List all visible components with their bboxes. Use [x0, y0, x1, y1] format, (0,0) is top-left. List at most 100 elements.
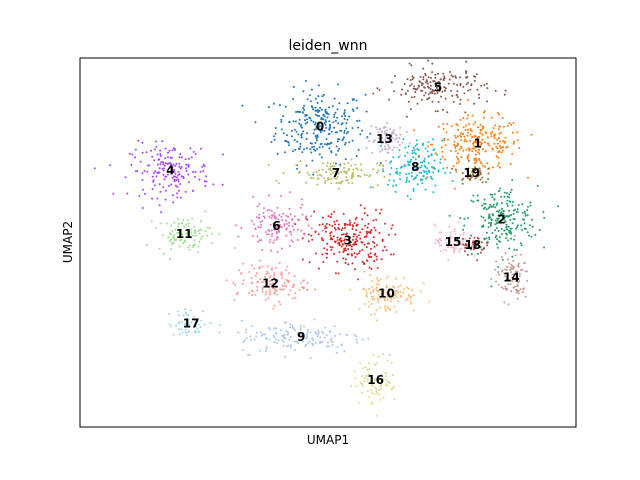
scatter-point: [185, 223, 188, 226]
scatter-point: [154, 184, 156, 187]
scatter-point: [273, 336, 276, 339]
scatter-point: [399, 133, 402, 136]
scatter-point: [183, 318, 186, 321]
scatter-point: [351, 182, 354, 185]
scatter-point: [381, 240, 384, 243]
scatter-point: [338, 251, 341, 254]
scatter-point: [341, 139, 344, 142]
scatter-point: [172, 236, 175, 239]
scatter-point: [338, 241, 341, 244]
scatter-point: [273, 102, 275, 105]
scatter-point: [354, 377, 357, 380]
scatter-point: [509, 266, 512, 269]
scatter-point: [277, 218, 280, 221]
scatter-point: [112, 192, 115, 195]
scatter-point: [463, 250, 466, 253]
scatter-point: [240, 227, 243, 230]
scatter-point: [498, 132, 501, 135]
scatter-point: [376, 162, 379, 165]
scatter-point: [322, 93, 325, 96]
scatter-point: [427, 76, 430, 79]
scatter-point: [190, 321, 193, 324]
scatter-point: [345, 127, 348, 130]
scatter-point: [458, 148, 461, 151]
scatter-point: [289, 289, 292, 292]
scatter-point: [519, 242, 522, 245]
scatter-point: [314, 341, 317, 344]
scatter-point: [258, 213, 261, 216]
scatter-point: [522, 291, 524, 293]
scatter-point: [399, 166, 402, 169]
scatter-point: [376, 244, 378, 247]
scatter-point: [377, 169, 380, 172]
scatter-point: [199, 220, 202, 223]
scatter-point: [495, 260, 498, 263]
scatter-point: [314, 121, 317, 124]
scatter-point: [218, 233, 221, 236]
scatter-point: [518, 275, 521, 278]
scatter-point: [371, 285, 374, 288]
scatter-point: [412, 87, 415, 90]
scatter-point: [349, 288, 352, 291]
scatter-point: [474, 149, 477, 152]
scatter-point: [344, 258, 347, 261]
scatter-point: [200, 228, 203, 231]
scatter-point: [354, 163, 357, 166]
scatter-point: [176, 310, 179, 313]
scatter-point: [462, 177, 465, 180]
scatter-point: [484, 141, 487, 144]
scatter-point: [321, 229, 324, 232]
scatter-point: [285, 140, 288, 143]
scatter-point: [363, 243, 366, 246]
scatter-point: [328, 132, 331, 135]
scatter-point: [180, 328, 183, 331]
scatter-point: [534, 233, 537, 236]
scatter-point: [502, 125, 505, 128]
scatter-point: [441, 90, 444, 93]
scatter-point: [197, 229, 200, 232]
scatter-point: [300, 136, 303, 139]
scatter-point: [318, 146, 321, 149]
scatter-point: [167, 185, 170, 187]
scatter-point: [333, 116, 336, 118]
scatter-point: [325, 111, 328, 114]
scatter-point: [278, 230, 280, 232]
scatter-point: [314, 142, 317, 144]
scatter-point: [490, 132, 493, 135]
scatter-point: [363, 270, 366, 273]
scatter-point: [329, 245, 332, 248]
scatter-point: [273, 341, 276, 344]
scatter-point: [458, 248, 461, 251]
scatter-point: [277, 228, 280, 231]
scatter-point: [161, 234, 164, 237]
scatter-point: [362, 367, 364, 370]
scatter-point: [386, 359, 389, 362]
scatter-point: [274, 127, 277, 129]
scatter-point: [285, 285, 288, 288]
cluster-label-5: 5: [434, 81, 442, 95]
scatter-point: [465, 60, 468, 63]
scatter-point: [281, 288, 283, 291]
scatter-point: [393, 398, 396, 401]
scatter-point: [423, 164, 426, 167]
scatter-point: [526, 214, 529, 217]
scatter-point: [523, 222, 526, 225]
scatter-point: [442, 123, 445, 126]
scatter-point: [306, 335, 309, 337]
scatter-point: [283, 288, 285, 291]
scatter-point: [438, 238, 441, 241]
scatter-point: [478, 152, 481, 155]
scatter-point: [405, 173, 408, 176]
scatter-point: [513, 278, 516, 281]
scatter-point: [449, 234, 452, 237]
scatter-point: [408, 164, 411, 167]
scatter-point: [474, 166, 477, 169]
scatter-point: [439, 161, 442, 164]
scatter-point: [350, 245, 353, 248]
scatter-point: [419, 178, 422, 181]
scatter-point: [185, 163, 188, 166]
scatter-point: [457, 157, 459, 160]
scatter-point: [369, 274, 372, 277]
scatter-point: [280, 215, 283, 218]
scatter-point: [365, 137, 368, 140]
